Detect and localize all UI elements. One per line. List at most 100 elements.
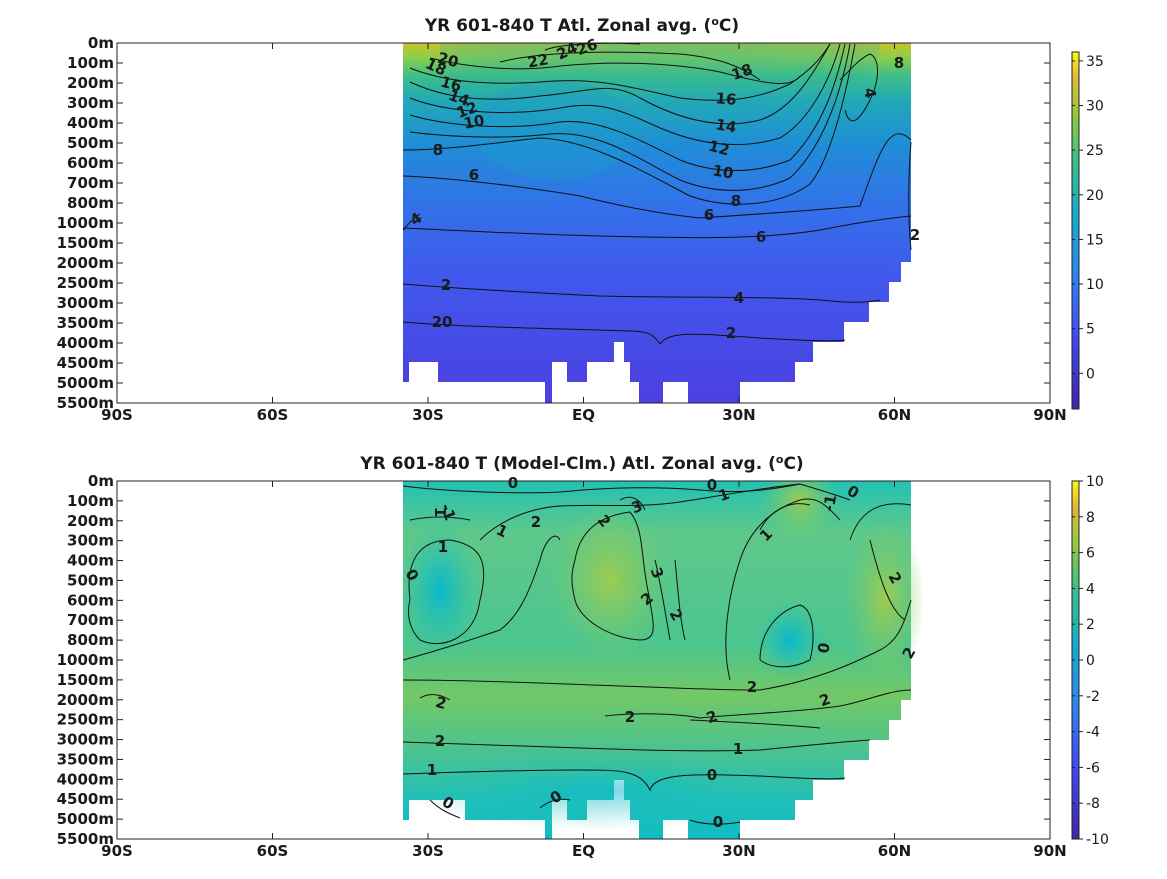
x-tick-label: 90N [1033,406,1066,424]
y-tick-label: 500m [67,571,114,589]
y-tick-label: 3500m [57,750,114,768]
contour-label: 8 [894,54,904,72]
y-tick-label: 300m [67,94,114,112]
contour-label: 22 [526,50,550,71]
contour-label: 20 [432,313,453,331]
y-tick-label: 500m [67,134,114,152]
colorbar-tick-label: -4 [1086,725,1100,741]
y-tick-label: 2500m [57,274,114,292]
y-tick-label: 3500m [57,314,114,332]
x-tick-label: 30N [722,842,755,860]
colorbar-tick-label: 10 [1086,277,1104,293]
contour-label: 6 [756,228,766,246]
bottom-colorbar-ticks: 10 8 6 4 2 0 -2 -4 -6 -8 -10 [1072,474,1109,848]
x-tick-label: 90S [101,842,133,860]
contour-label: 2 [435,732,445,750]
top-panel-title: YR 601-840 T Atl. Zonal avg. (oC) [424,15,739,36]
contour-label: 2 [441,276,451,294]
y-tick-label: 300m [67,532,114,550]
y-tick-label: 1500m [57,234,114,252]
contour-label: -1 [437,501,460,523]
y-tick-label: 4000m [57,770,114,788]
bottom-heatmap-field [400,481,925,839]
x-tick-label: 30S [412,406,444,424]
y-tick-label: 4500m [57,354,114,372]
contour-label: 2 [625,708,635,726]
y-tick-label: 100m [67,492,114,510]
contour-label: 0 [707,766,717,784]
colorbar-tick-label: 0 [1086,653,1095,669]
top-colorbar [1071,51,1080,410]
bottom-contours [402,483,912,825]
top-y-axis: 0m 100m 200m 300m 400m 500m 600m 700m 800m 1000m 1… [57,34,1050,412]
contour-label: 0 [508,474,518,492]
colorbar-tick-label: 10 [1086,474,1104,490]
y-tick-label: 2500m [57,711,114,729]
colorbar-tick-label: -8 [1086,796,1100,812]
x-tick-label: 60S [257,842,289,860]
y-tick-label: 400m [67,114,114,132]
contour-label: 1 [427,761,437,779]
bottom-x-axis: 90S 60S 30S EQ 30N 60N 90N [101,481,1067,860]
colorbar-tick-label: 2 [1086,617,1095,633]
contour-label: 4 [860,86,880,99]
y-tick-label: 5500m [57,394,114,412]
x-tick-label: 60N [878,842,911,860]
colorbar-tick-label: -2 [1086,689,1100,705]
bottom-panel-title: YR 601-840 T (Model-Clm.) Atl. Zonal avg… [359,453,803,474]
x-tick-label: EQ [572,842,595,860]
contour-label: 4 [734,289,744,307]
colorbar-tick-label: 6 [1086,546,1095,562]
top-x-axis: 90S 60S 30S EQ 30N 60N 90N [101,43,1067,424]
top-contours [402,42,912,345]
contour-label: 8 [433,141,443,159]
y-tick-label: 600m [67,591,114,609]
colorbar-tick-label: 30 [1086,99,1104,115]
contour-label: 16 [715,89,737,109]
contour-label: 12 [707,137,732,160]
contour-label: 0 [713,813,723,831]
colorbar-tick-label: 15 [1086,232,1104,248]
y-tick-label: 1500m [57,671,114,689]
contour-label: 0 [814,641,834,654]
contour-label: 10 [462,111,486,132]
y-tick-label: 2000m [57,691,114,709]
contour-label: 8 [731,192,741,210]
colorbar-tick-label: -10 [1086,832,1109,848]
colorbar-tick-label: 5 [1086,322,1095,338]
x-tick-label: 90S [101,406,133,424]
contour-label: 20 [436,49,461,72]
y-tick-label: 700m [67,174,114,192]
top-panel: YR 601-840 T Atl. Zonal avg. (oC) 2 6 2 4 22 [57,15,1104,424]
y-tick-label: 5000m [57,810,114,828]
y-tick-label: 400m [67,552,114,570]
y-tick-label: 800m [67,194,114,212]
colorbar-tick-label: 35 [1086,54,1104,70]
contour-label: 2 [747,678,757,696]
x-tick-label: EQ [572,406,595,424]
colorbar-tick-label: 0 [1086,366,1095,382]
x-tick-label: 30N [722,406,755,424]
y-tick-label: 1000m [57,214,114,232]
y-tick-label: 1000m [57,651,114,669]
contour-label: 6 [469,166,479,184]
contour-label: -1 [820,493,841,513]
colorbar-tick-label: 20 [1086,188,1104,204]
bottom-panel: YR 601-840 T (Model-Clm.) Atl. Zonal avg… [57,453,1109,860]
y-tick-label: 3000m [57,731,114,749]
y-tick-label: 800m [67,631,114,649]
x-tick-label: 60N [878,406,911,424]
contour-label: 6 [704,206,714,224]
y-tick-label: 4500m [57,790,114,808]
contour-label: 1 [733,740,743,758]
y-tick-label: 0m [88,472,114,490]
y-tick-label: 0m [88,34,114,52]
colorbar-tick-label: 25 [1086,143,1104,159]
y-tick-label: 3000m [57,294,114,312]
contour-label: 2 [531,513,541,531]
x-tick-label: 30S [412,842,444,860]
contour-label: 14 [714,115,738,136]
contour-label: 0 [707,476,717,494]
